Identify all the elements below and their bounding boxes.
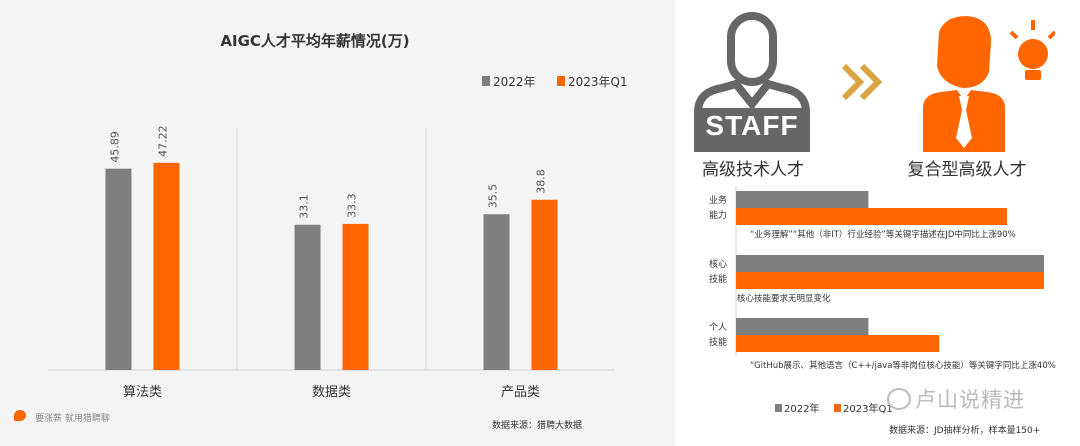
staff-person-icon	[694, 12, 810, 152]
value-label: 33.1	[298, 194, 311, 219]
hbar-0-2	[736, 318, 869, 335]
bar-0-1	[294, 224, 321, 370]
hbar-note: “业务理解”“其他（非IT）行业经验”等关键字描述在JD中同比上涨90%	[750, 229, 1016, 240]
staff-badge: STAFF	[705, 110, 799, 141]
category-label: 数据类	[312, 385, 351, 400]
hbar-legend-label: 2023年Q1	[843, 402, 893, 415]
legend-label: 2023年Q1	[568, 75, 628, 89]
chart-value-labels: 45.89 47.22 33.1 33.3 35.5 38.8	[109, 125, 548, 218]
hbar-legend: 2022年 2023年Q1	[775, 402, 893, 415]
hbar-legend-label: 2022年	[784, 402, 819, 415]
chart-frame	[48, 128, 615, 371]
watermark-icon	[887, 388, 911, 410]
bar-1-0	[153, 162, 180, 370]
data-source: 数据来源：猎聘大数据	[492, 421, 583, 431]
value-label: 33.3	[346, 193, 359, 218]
left-panel: AIGC人才平均年薪情况(万) 2022年 2023年Q1 45.89 47.22 3…	[0, 0, 675, 446]
hbar-1-0	[736, 208, 1008, 225]
senior-tech-label: 高级技术人才	[702, 160, 804, 180]
right-panel: STAFF 高级技术人才 复合型高级人才 业务 能力 核心 技能 个人 技能 “业务理解”…	[675, 0, 1080, 446]
hbar-category-label: 业务	[709, 194, 727, 206]
hbar-category-label: 个人	[709, 322, 727, 333]
composite-talent-label: 复合型高级人才	[907, 160, 1027, 180]
hbar-1-1	[736, 272, 1044, 289]
bar-0-2	[483, 214, 510, 370]
bar-1-1	[342, 223, 369, 370]
value-label: 47.22	[157, 125, 170, 157]
hbar-bars	[735, 186, 1044, 356]
hbar-note: 核心技能要求无明显变化	[737, 293, 831, 304]
hbar-category-label: 技能	[709, 336, 727, 348]
right-data-source: 数据来源：JD抽样分析，样本量150+	[889, 426, 1041, 436]
category-label: 产品类	[501, 385, 540, 400]
legend-swatch	[557, 76, 565, 86]
double-chevron-icon	[841, 63, 883, 101]
bar-0-0	[105, 168, 132, 370]
chart-bars	[105, 162, 558, 370]
composite-talent-icon	[923, 16, 1055, 152]
hbar-0-1	[736, 255, 1044, 272]
legend-swatch	[482, 76, 490, 86]
legend-label: 2022年	[493, 75, 536, 89]
chart-legend: 2022年 2023年Q1	[482, 75, 628, 89]
hbar-notes: “业务理解”“其他（非IT）行业经验”等关键字描述在JD中同比上涨90% 核心技能…	[737, 229, 1056, 371]
chat-bubble-icon	[14, 410, 26, 421]
footer-slogan: 要涨薪 就用猎聘聊	[35, 414, 110, 424]
hbar-category-label: 能力	[709, 209, 727, 221]
hbar-legend-swatch	[834, 404, 841, 412]
value-label: 38.8	[535, 169, 548, 194]
watermark: 卢山说精进	[915, 388, 1025, 412]
chart-category-labels: 算法类 数据类 产品类	[123, 385, 540, 400]
value-label: 35.5	[487, 184, 500, 209]
hbar-note: “GitHub展示、其他语言（C++/java等非岗位核心技能）等关键字同比上涨…	[750, 360, 1056, 371]
bar-1-2	[531, 199, 558, 370]
hbar-1-2	[736, 335, 940, 352]
hbar-category-label: 核心	[709, 258, 727, 270]
chart-title: AIGC人才平均年薪情况(万)	[220, 32, 409, 50]
hbar-legend-swatch	[775, 404, 782, 412]
hbar-0-0	[736, 191, 869, 208]
value-label: 45.89	[109, 131, 122, 163]
hbar-category-label: 技能	[709, 273, 727, 285]
category-label: 算法类	[123, 385, 162, 400]
salary-bar-chart: AIGC人才平均年薪情况(万) 2022年 2023年Q1 45.89 47.22 3…	[48, 32, 628, 400]
